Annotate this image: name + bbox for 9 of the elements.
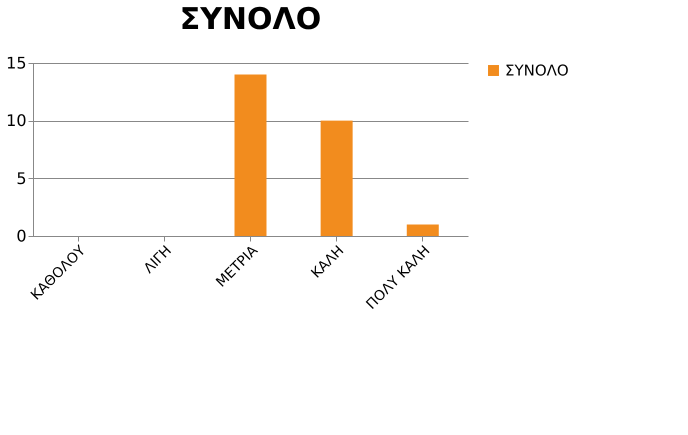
legend-label: ΣΥΝΟΛΟ [505, 62, 569, 80]
y-tick-label: 15 [6, 54, 26, 72]
y-tick-label: 0 [16, 226, 26, 246]
bar [234, 74, 266, 236]
y-tick-label: 10 [6, 111, 26, 130]
bar [320, 120, 353, 236]
y-tick-label: 5 [16, 168, 26, 188]
chart-title: ΣΥΝΟΛΟ [180, 2, 322, 37]
bar [406, 224, 439, 236]
